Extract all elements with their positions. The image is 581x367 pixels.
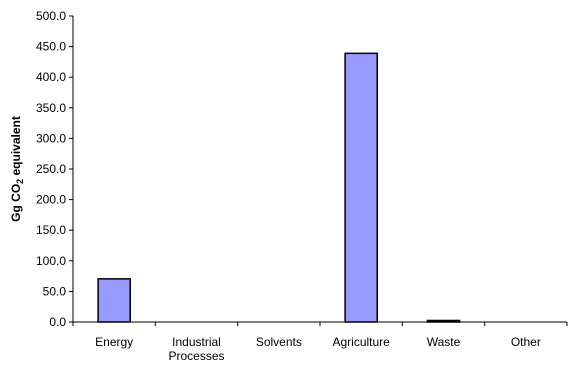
y-tick-label: 50.0 <box>43 284 67 298</box>
y-tick-label: 200.0 <box>36 193 66 207</box>
x-tick-label: Other <box>511 335 541 349</box>
y-axis-title: Gg CO2 equivalent <box>9 116 25 222</box>
y-axis-ticks: 0.0 50.0 100.0 150.0 200.0 250.0 300.0 350.0 400… <box>36 9 73 329</box>
y-tick-label: 400.0 <box>36 70 66 84</box>
bar <box>344 52 378 323</box>
y-tick-label: 150.0 <box>36 223 66 237</box>
y-tick-label: 250.0 <box>36 162 66 176</box>
y-tick-label: 100.0 <box>36 254 66 268</box>
x-tick-label-line: Industrial <box>172 335 221 349</box>
y-axis-title-suffix: equivalent <box>9 116 23 179</box>
y-axis-title-main: Gg CO <box>9 184 23 222</box>
y-tick-label: 350.0 <box>36 101 66 115</box>
x-tick-label: Energy <box>95 335 133 349</box>
x-tick-label: Solvents <box>256 335 302 349</box>
plot-area: 0.0 50.0 100.0 150.0 200.0 250.0 300.0 350.0 400… <box>36 9 568 363</box>
x-axis-ticks: Energy Industrial Processes Solvents Agricul… <box>72 322 568 363</box>
x-tick-label: Industrial Processes <box>168 335 224 363</box>
x-tick-label-line: Other <box>511 335 541 349</box>
y-axis-title-subscript: 2 <box>15 179 25 184</box>
x-tick-label-line: Waste <box>427 335 461 349</box>
y-tick-label: 0.0 <box>49 315 66 329</box>
x-tick-label-line: Solvents <box>256 335 302 349</box>
x-tick-label-line: Energy <box>95 335 133 349</box>
x-tick-label: Agriculture <box>332 335 390 349</box>
y-tick-label: 300.0 <box>36 131 66 145</box>
x-tick-label: Waste <box>427 335 461 349</box>
bar-series <box>97 52 461 323</box>
x-tick-label-line: Agriculture <box>332 335 390 349</box>
y-tick-label: 450.0 <box>36 40 66 54</box>
x-tick-label-line: Processes <box>168 349 224 363</box>
y-tick-label: 500.0 <box>36 9 66 23</box>
bar <box>97 278 131 323</box>
